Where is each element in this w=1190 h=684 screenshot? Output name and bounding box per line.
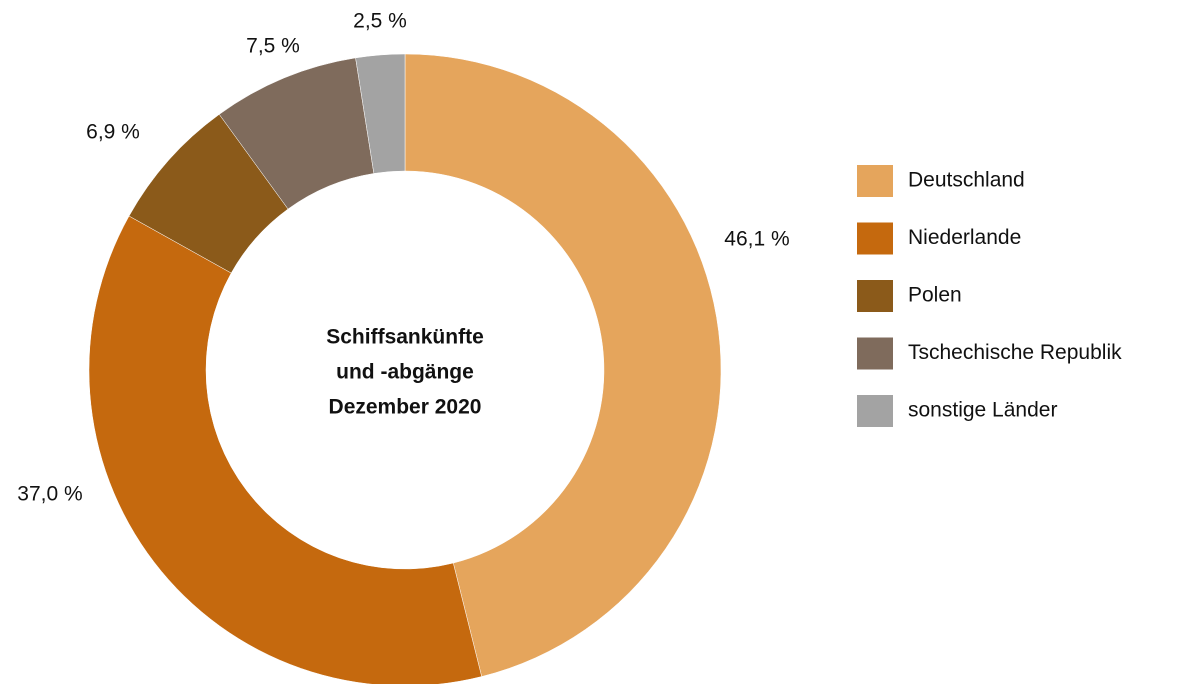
value-label: 46,1 % xyxy=(724,228,789,251)
chart-title: Dezember 2020 xyxy=(329,396,482,419)
legend-swatch xyxy=(857,165,893,197)
donut-segment xyxy=(404,53,722,677)
legend-swatch xyxy=(857,337,893,370)
legend-label: Niederlande xyxy=(908,226,1021,249)
legend-label: Deutschland xyxy=(908,169,1025,192)
legend-swatch xyxy=(857,280,893,312)
donut-segment xyxy=(88,215,482,684)
legend-label: sonstige Länder xyxy=(908,399,1057,422)
value-label: 2,5 % xyxy=(353,10,407,33)
chart-title: und -abgänge xyxy=(336,361,474,384)
value-label: 6,9 % xyxy=(86,121,140,144)
legend-label: Tschechische Republik xyxy=(908,341,1122,364)
chart-title: Schiffsankünfte xyxy=(326,326,484,349)
legend-label: Polen xyxy=(908,284,962,307)
legend-swatch xyxy=(857,222,893,255)
value-label: 7,5 % xyxy=(246,35,300,58)
donut-segment xyxy=(355,53,406,174)
legend-swatch xyxy=(857,395,893,427)
value-label: 37,0 % xyxy=(17,483,82,506)
